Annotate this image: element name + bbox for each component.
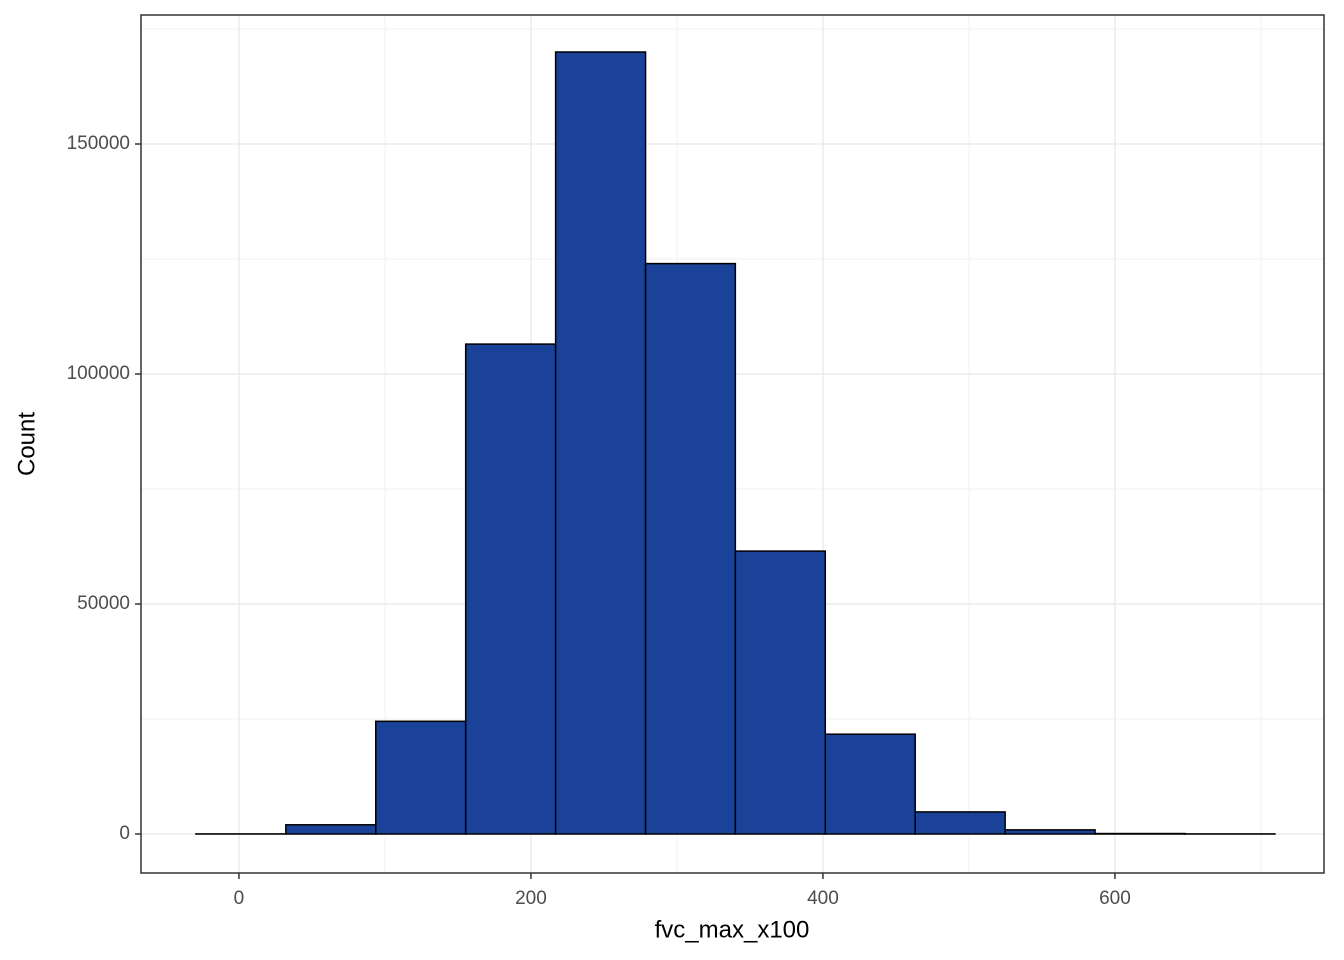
bar <box>824 733 916 835</box>
bar <box>285 824 377 835</box>
bar <box>464 343 557 835</box>
y-tick-label: 0 <box>119 823 130 844</box>
bar <box>914 811 1006 835</box>
panel-border <box>140 14 1325 874</box>
bar <box>375 720 467 835</box>
y-tick-label: 100000 <box>67 363 130 384</box>
x-tick-label: 0 <box>234 888 245 909</box>
y-tick-label: 150000 <box>67 133 130 154</box>
bar <box>554 51 647 835</box>
y-axis-title: Count <box>13 412 40 476</box>
x-tick-label: 400 <box>807 888 839 909</box>
bar <box>1004 829 1096 835</box>
bar <box>734 550 827 835</box>
x-tick-label: 600 <box>1099 888 1131 909</box>
x-tick-label: 200 <box>515 888 547 909</box>
bar <box>644 262 737 835</box>
x-axis-title: fvc_max_x100 <box>655 916 810 943</box>
y-tick-label: 50000 <box>77 593 130 614</box>
